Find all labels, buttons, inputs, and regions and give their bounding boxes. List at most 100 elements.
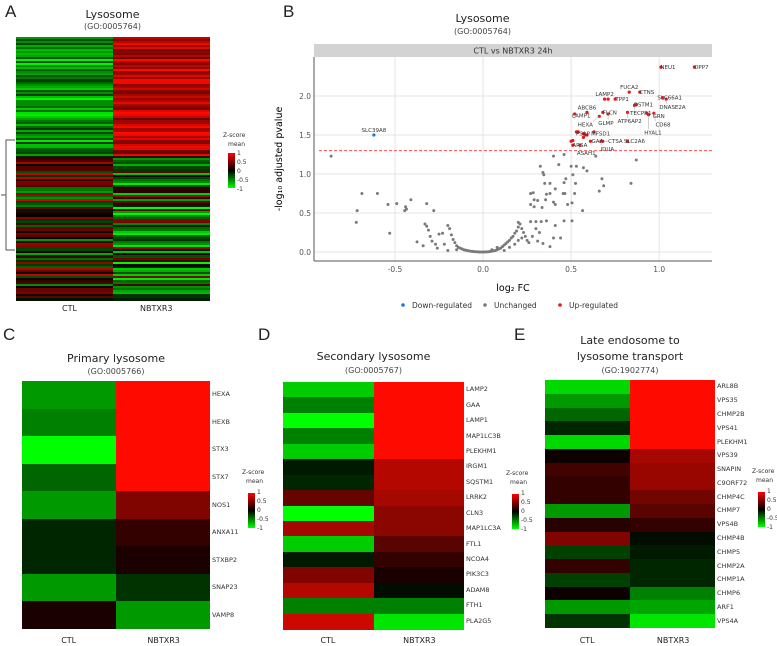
legend-label: Unchanged <box>494 301 537 310</box>
col-label-ctl: CTL <box>62 304 77 313</box>
heatmap-a-cell <box>16 154 113 157</box>
point-unchanged <box>446 248 450 252</box>
gene-label: MAP1LC3A <box>466 524 501 533</box>
heatmap-cell <box>545 545 630 560</box>
heatmap-a-cell <box>113 73 210 77</box>
x-axis-title: log₂ FC <box>496 283 530 294</box>
heatmap-a-cell <box>113 285 210 289</box>
heatmap-a-cell <box>16 75 113 79</box>
heatmap-cell <box>545 614 630 629</box>
heatmap-a-cell <box>113 71 210 74</box>
heatmap-a-cell <box>113 172 210 176</box>
heatmap-a-cell <box>113 121 210 125</box>
heatmap-a-cell <box>16 126 113 129</box>
gene-label: VPS4B <box>717 520 739 529</box>
point-label: MFSD1 <box>591 132 610 138</box>
point-unchanged <box>531 191 535 195</box>
point-unchanged <box>421 244 425 248</box>
gene-label: HEXA <box>212 390 230 399</box>
x-tick-label: -0.5 <box>388 265 403 274</box>
heatmap-a-cell <box>16 233 113 236</box>
heatmap-a-cell <box>16 43 113 46</box>
heatmap-a-cell <box>113 243 210 246</box>
heatmap-a-cell <box>16 178 113 182</box>
point-unchanged <box>581 209 585 213</box>
point-unchanged <box>525 238 529 242</box>
heatmap-a-cell <box>16 231 113 234</box>
heatmap-cell <box>630 504 715 519</box>
point-unchanged <box>329 154 333 158</box>
legend-tick: 0.5 <box>237 159 247 166</box>
heatmap-a-cell <box>113 251 210 255</box>
heatmap-cell <box>373 505 464 522</box>
panel-a-title: Lysosome <box>85 8 140 21</box>
heatmap-cell <box>545 435 630 450</box>
heatmap-a-cell <box>113 45 210 48</box>
point-label: PSAP <box>576 132 591 138</box>
heatmap-a-cell <box>16 113 113 117</box>
col-label: CTL <box>320 636 336 645</box>
panel-b-go: (GO:0005764) <box>454 27 511 36</box>
heatmap-a-cell <box>16 87 113 91</box>
gene-label: NOS1 <box>212 500 231 509</box>
heatmap-cell <box>116 381 210 410</box>
heatmap-cell <box>283 520 374 537</box>
heatmap-a-cell <box>16 121 113 125</box>
legend-label: Down-regulated <box>412 301 472 310</box>
heatmap-a-cell <box>16 235 113 238</box>
heatmap-a-cell <box>16 85 113 89</box>
legend-label: Up-regulated <box>569 301 618 310</box>
heatmap-a-cell <box>113 213 210 216</box>
point-unchanged <box>426 228 430 232</box>
heatmap-cell <box>22 463 116 492</box>
gene-label: CHMP4C <box>717 492 745 501</box>
point-unchanged <box>532 205 536 209</box>
volcano-plot: CTL vs NBTXR3 24h -0.5 0.0 0.5 1.0 0.0 0.5 1.0 1… <box>274 44 712 310</box>
point-unchanged <box>559 236 563 240</box>
heatmap-a-cell <box>113 180 210 184</box>
heatmap-a-cell <box>16 132 113 135</box>
panel-e-title-2: lysosome transport <box>576 350 684 363</box>
point-label: CTNS <box>639 90 654 96</box>
heatmap-cell <box>283 536 374 553</box>
heatmap-a-cell <box>16 174 113 178</box>
heatmap-a-cell <box>16 295 113 299</box>
gene-label: LRRK2 <box>466 493 488 502</box>
legend-tick: 0 <box>257 507 261 514</box>
heatmap-a-cell <box>16 150 113 153</box>
heatmap-a-cell <box>16 184 113 188</box>
point-unchanged <box>453 241 457 245</box>
point-unchanged <box>442 242 446 246</box>
dendrogram <box>1 139 15 251</box>
heatmap-a-cell <box>16 97 113 101</box>
heatmap-a-cell <box>113 162 210 166</box>
gene-label: VPS39 <box>717 451 738 460</box>
gene-label: CHMP2A <box>717 561 745 570</box>
gene-label: SNAPIN <box>717 465 742 474</box>
heatmap-cell <box>283 613 374 630</box>
heatmap-a-cell <box>16 204 113 208</box>
heatmap-cell <box>373 520 464 537</box>
heatmap-a-cell <box>113 223 210 226</box>
heatmap-a-cell <box>113 158 210 161</box>
heatmap-a-cell <box>113 249 210 253</box>
panel-e-title-1: Late endosome to <box>580 334 680 347</box>
point-label: CD68 <box>655 122 671 128</box>
heatmap-a-cell <box>113 142 210 145</box>
heatmap-a-cell <box>16 180 113 184</box>
heatmap-a-cell <box>113 241 210 244</box>
point-label: HYAL1 <box>644 130 661 136</box>
point-up <box>585 110 589 114</box>
heatmap-a-cell <box>16 172 113 176</box>
heatmap-a-cell <box>16 267 113 271</box>
heatmap-a-cell <box>113 91 210 95</box>
heatmap-a-cell <box>16 263 113 267</box>
point-unchanged <box>552 200 556 204</box>
heatmap-a-cell <box>16 117 113 121</box>
heatmap-a-cell <box>113 237 210 240</box>
gene-label: CHMP2B <box>717 409 745 418</box>
heatmap-cell <box>116 408 210 437</box>
heatmap-a-cell <box>16 176 113 180</box>
gene-label: CHMP5 <box>717 547 741 556</box>
heatmap-a-cell <box>16 57 113 60</box>
